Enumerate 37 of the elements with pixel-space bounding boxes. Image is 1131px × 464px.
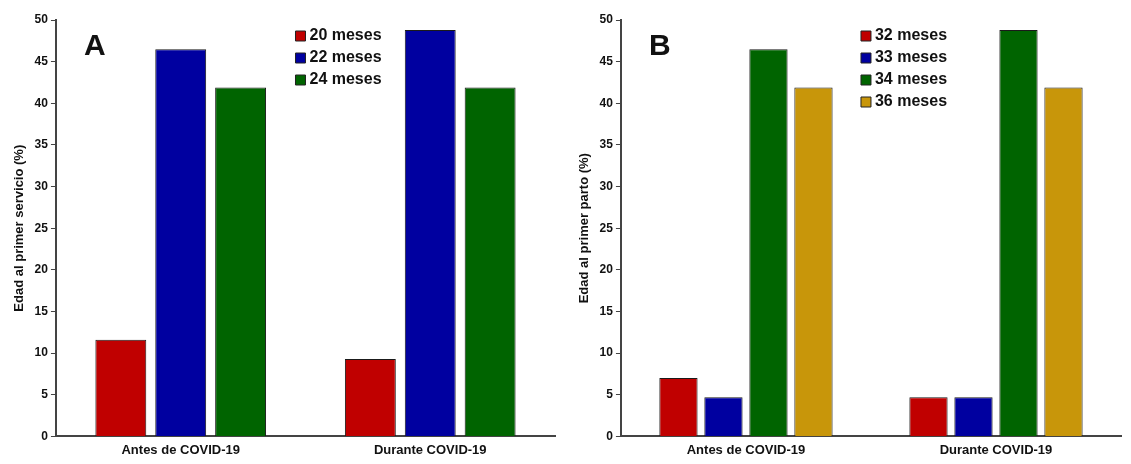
- y-tick-label: 0: [606, 428, 614, 443]
- y-tick-label: 20: [34, 262, 49, 277]
- legend-label: 24 meses: [309, 70, 382, 88]
- y-tick-label: 5: [606, 387, 614, 402]
- y-tick-label: 50: [599, 12, 614, 27]
- y-tick-label: 50: [34, 12, 49, 27]
- legend-label: 33 meses: [874, 48, 948, 66]
- y-tick-label: 20: [599, 262, 614, 277]
- y-tick-label: 40: [599, 95, 614, 110]
- x-tick-label: Durante COVID-19: [939, 441, 1053, 457]
- y-tick-label: 35: [599, 137, 614, 152]
- y-tick-label: 10: [599, 345, 614, 360]
- y-tick-label: 45: [34, 53, 49, 68]
- y-tick-label: 25: [599, 220, 614, 235]
- legend-label: 34 meses: [874, 70, 948, 88]
- y-tick-label: 5: [41, 387, 49, 402]
- y-tick-label: 0: [41, 428, 49, 443]
- y-tick-label: 30: [34, 178, 49, 193]
- y-tick-label: 15: [34, 303, 49, 318]
- y-axis-title: Edad al primer parto (%): [576, 153, 592, 304]
- legend-label: 36 meses: [874, 92, 948, 110]
- y-axis-title: Edad al primer servicio (%): [11, 144, 27, 312]
- y-tick-label: 30: [599, 178, 614, 193]
- y-tick-label: 45: [599, 53, 614, 68]
- x-tick-label: Antes de COVID-19: [686, 441, 806, 457]
- legend-label: 22 meses: [309, 48, 382, 66]
- y-tick-label: 10: [34, 345, 49, 360]
- x-tick-label: Antes de COVID-19: [121, 441, 240, 457]
- annotation: A: [83, 28, 106, 62]
- y-tick-label: 25: [34, 220, 49, 235]
- y-tick-label: 35: [34, 137, 49, 152]
- y-tick-label: 15: [599, 303, 614, 318]
- legend-label: 32 meses: [874, 26, 948, 44]
- y-tick-label: 40: [34, 95, 49, 110]
- annotation: B: [648, 28, 671, 62]
- legend-label: 20 meses: [309, 26, 382, 44]
- x-tick-label: Durante COVID-19: [373, 441, 487, 457]
